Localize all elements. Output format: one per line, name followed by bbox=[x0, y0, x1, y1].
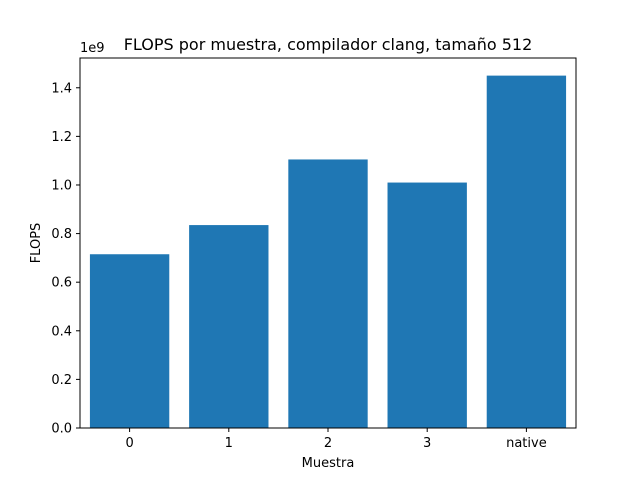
x-axis-label: Muestra bbox=[302, 456, 355, 471]
x-tick-label: 1 bbox=[225, 436, 233, 451]
bar-native bbox=[486, 75, 567, 429]
x-tick-label: 0 bbox=[125, 436, 133, 451]
bar-2 bbox=[288, 159, 368, 428]
y-axis-label: FLOPS bbox=[29, 223, 44, 264]
x-tick-label: 2 bbox=[324, 436, 332, 451]
y-tick-label: 0.8 bbox=[51, 227, 72, 242]
y-tick-label: 1.0 bbox=[51, 178, 72, 193]
x-tick-label: 3 bbox=[423, 436, 431, 451]
chart-title: FLOPS por muestra, compilador clang, tam… bbox=[124, 35, 533, 54]
y-tick-label: 0.0 bbox=[51, 422, 72, 437]
plot-frame bbox=[79, 57, 577, 429]
y-tick-label: 1.4 bbox=[51, 81, 72, 96]
y-tick-label: 0.2 bbox=[51, 373, 72, 388]
bar-0 bbox=[89, 254, 170, 428]
x-tick-label: native bbox=[506, 436, 547, 451]
bar-1 bbox=[189, 225, 269, 428]
bars-group bbox=[89, 75, 567, 429]
y-ticks-group: 0.0 0.2 0.4 0.6 0.8 1.0 1.2 1.4 bbox=[51, 81, 80, 437]
y-tick-label: 1.2 bbox=[51, 130, 72, 145]
bar-3 bbox=[387, 182, 467, 428]
y-tick-label: 0.4 bbox=[51, 324, 72, 339]
y-tick-label: 0.6 bbox=[51, 276, 72, 291]
y-offset-label: 1e9 bbox=[80, 41, 105, 56]
x-ticks-group: 0 1 2 3 native bbox=[125, 428, 547, 451]
